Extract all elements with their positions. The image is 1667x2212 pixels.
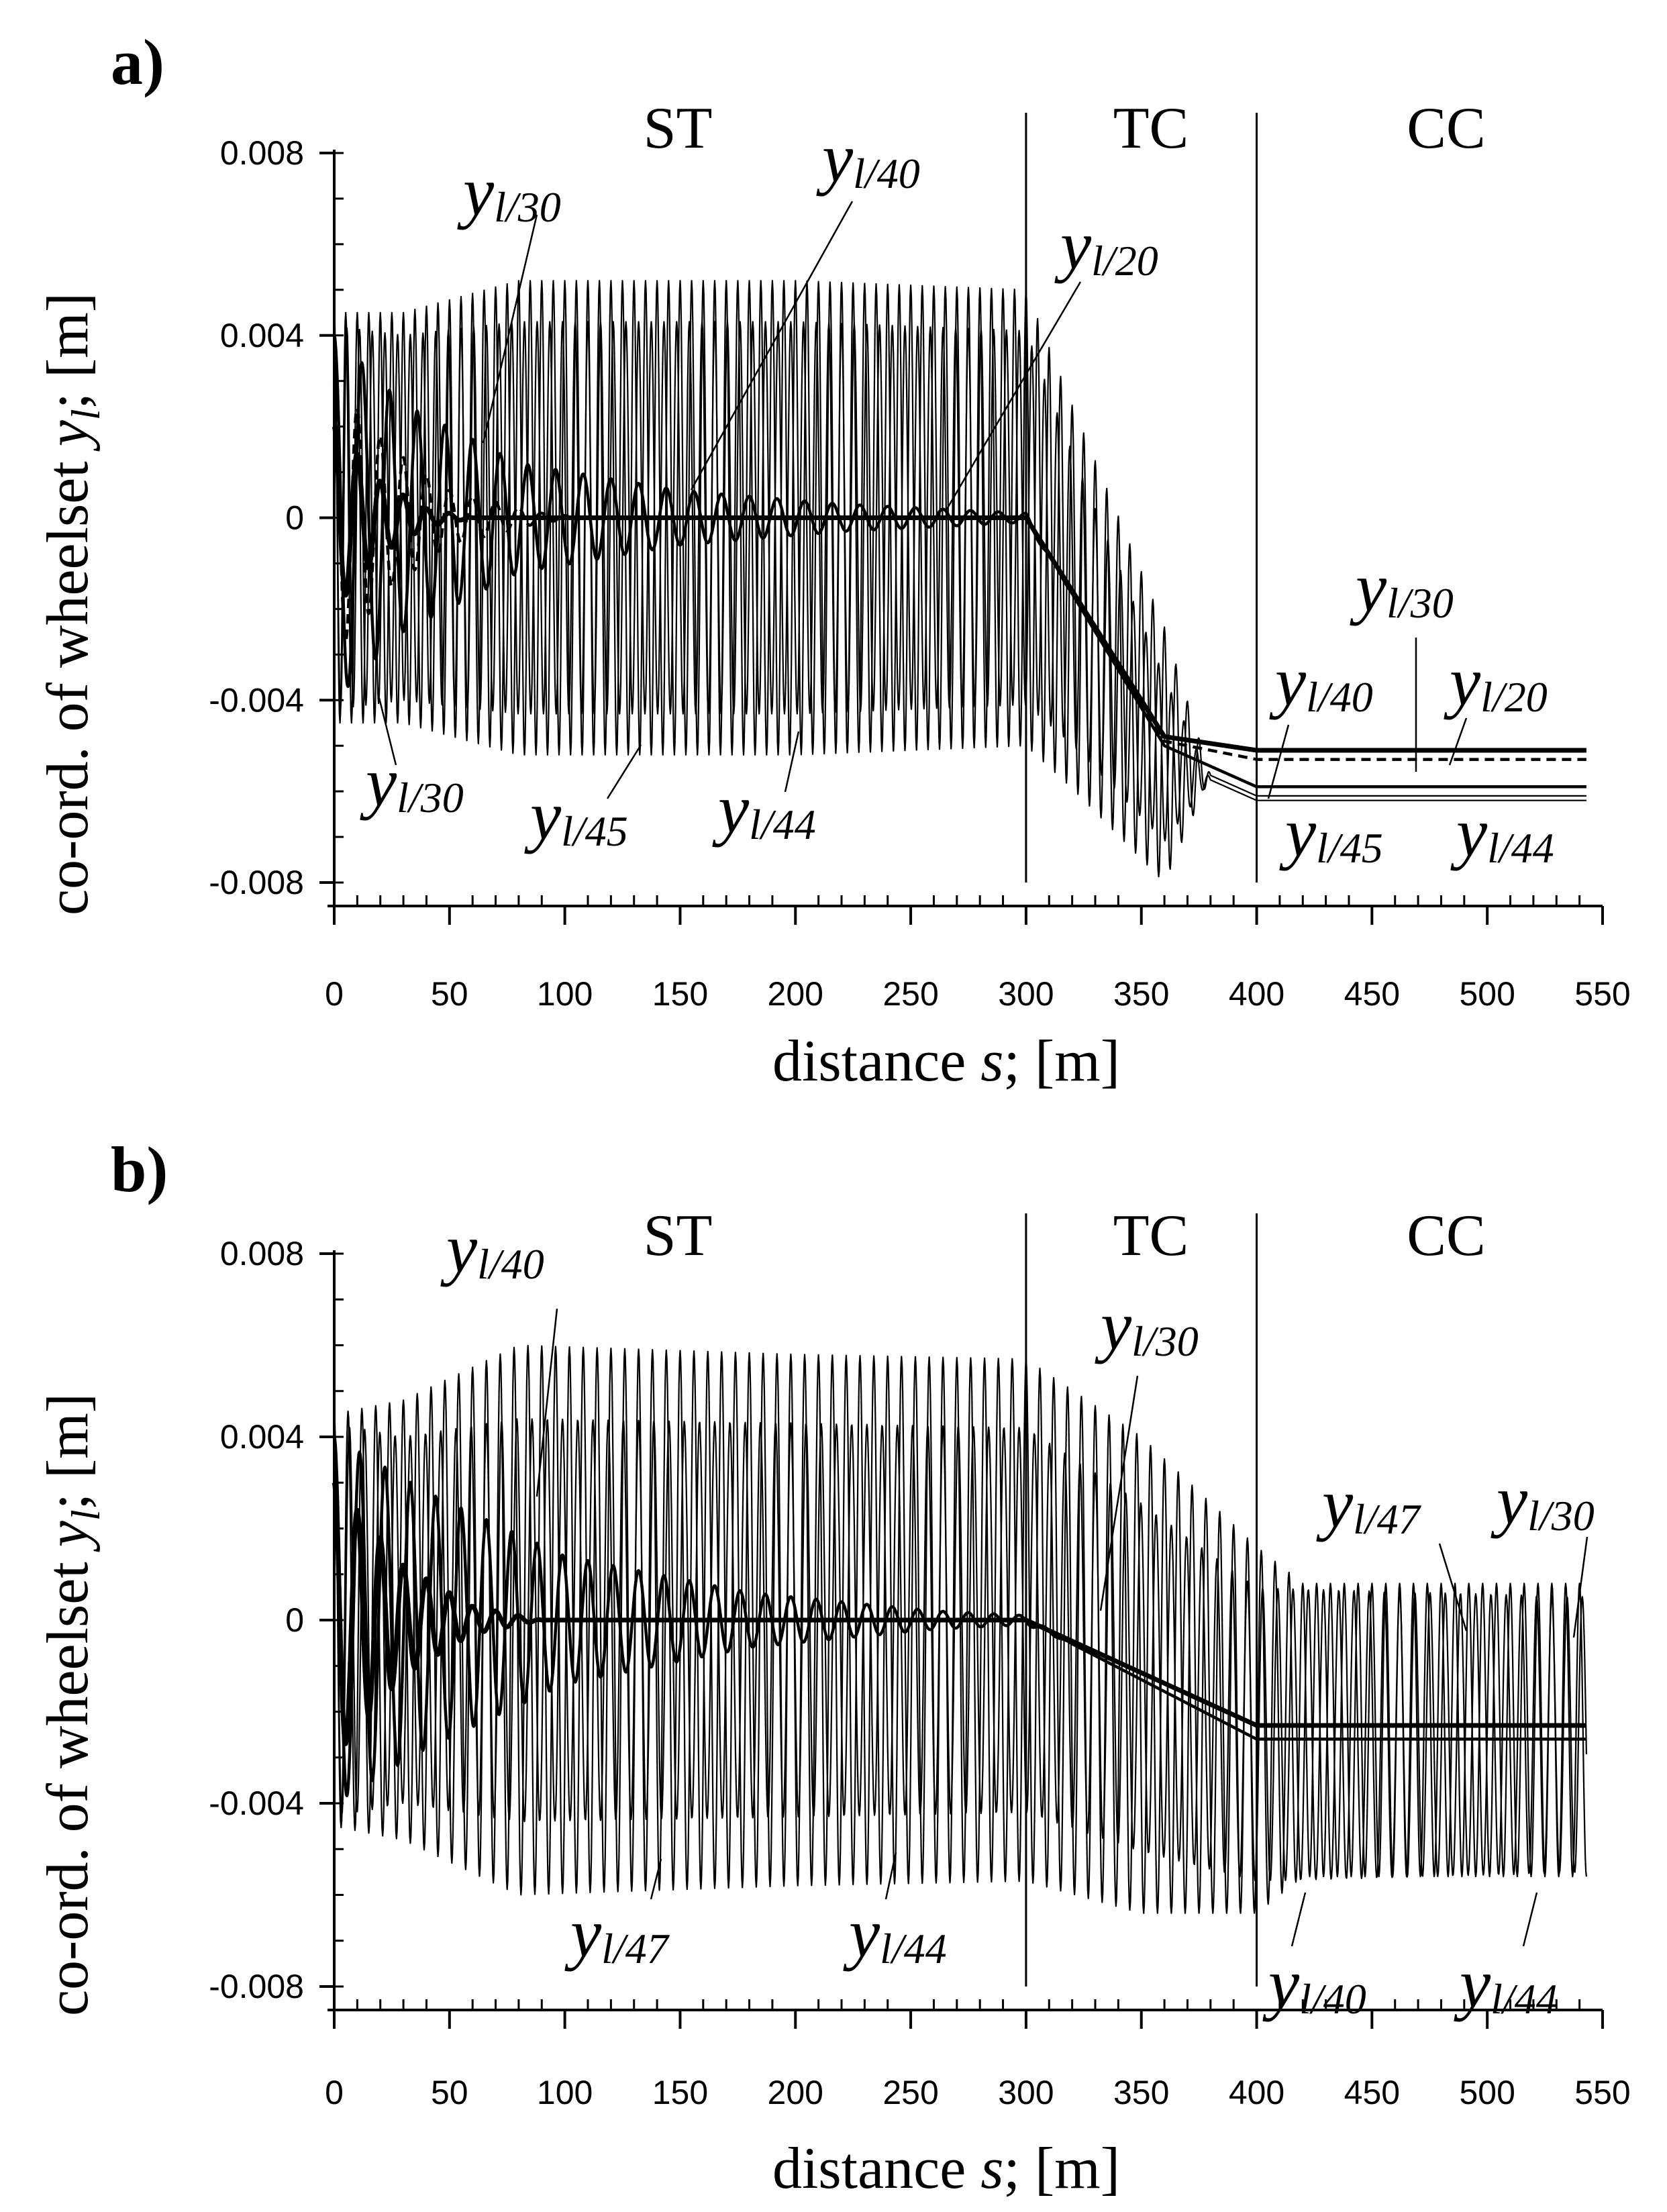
series-line-y-l-44 bbox=[333, 321, 1587, 842]
x-tick-label: 150 bbox=[652, 975, 708, 1013]
y-tick-label: -0.008 bbox=[209, 1968, 304, 2005]
y-tick-label: 0.004 bbox=[220, 1418, 304, 1456]
annotation-label: yl/30 bbox=[457, 153, 561, 231]
x-tick-label: 100 bbox=[537, 2074, 593, 2111]
x-tick-label: 350 bbox=[1113, 2074, 1169, 2111]
y-tick-label: 0.004 bbox=[220, 317, 304, 354]
series-line-y-l-47 bbox=[333, 1344, 1587, 1914]
panel-label: a) bbox=[111, 26, 164, 98]
chart-panel-a: a) ST TC CC 0.008 0.004 0 -0.004 -0.008 0 50 10… bbox=[36, 26, 1631, 1094]
x-tick-label: 50 bbox=[431, 2074, 468, 2111]
region-label-tc: TC bbox=[1113, 96, 1189, 161]
annotation-label: yl/30 bbox=[360, 744, 464, 821]
series-line-y-l-40 bbox=[332, 335, 1588, 789]
annotation-label: yl/40 bbox=[440, 1210, 544, 1288]
region-label-st: ST bbox=[644, 1203, 713, 1268]
annotations: yl/40 yl/30 yl/47 yl/30 yl/47 yl/44 yl/4… bbox=[440, 1210, 1595, 2023]
x-tick-label: 500 bbox=[1459, 975, 1515, 1013]
annotation-leaders bbox=[536, 1308, 1588, 1947]
annotation-label: yl/30 bbox=[1491, 1462, 1595, 1540]
y-tick-label: 0.008 bbox=[220, 134, 304, 172]
series-line-y-l-20 bbox=[332, 425, 1588, 753]
region-label-cc: CC bbox=[1407, 1203, 1485, 1268]
annotation-label: yl/30 bbox=[1350, 549, 1454, 627]
x-tick-label: 450 bbox=[1344, 975, 1400, 1013]
x-tick-label: 500 bbox=[1459, 2074, 1515, 2111]
y-axis-title: co-ord. of wheelset yl; [m] bbox=[36, 293, 108, 915]
annotation-label: yl/45 bbox=[524, 777, 628, 855]
x-tick-label: 350 bbox=[1113, 975, 1169, 1013]
region-label-st: ST bbox=[644, 96, 713, 161]
x-tick-label: 450 bbox=[1344, 2074, 1400, 2111]
x-tick-label: 50 bbox=[431, 975, 468, 1013]
annotation-label: yl/20 bbox=[1444, 643, 1548, 721]
x-tick-label: 0 bbox=[325, 975, 344, 1013]
y-tick-label: 0.008 bbox=[220, 1235, 304, 1272]
x-tick-label: 200 bbox=[768, 2074, 823, 2111]
y-axis-title: co-ord. of wheelset yl; [m] bbox=[36, 1393, 108, 2016]
x-tick-label: 150 bbox=[652, 2074, 708, 2111]
annotation-label: yl/20 bbox=[1054, 207, 1158, 285]
x-tick-label: 300 bbox=[998, 2074, 1054, 2111]
series-line-y-l-44 bbox=[333, 1418, 1587, 1882]
x-tick-label: 100 bbox=[537, 975, 593, 1013]
annotation-label: yl/44 bbox=[1450, 794, 1554, 872]
annotation-label: yl/40 bbox=[1269, 643, 1373, 721]
annotation-label: yl/44 bbox=[1454, 1945, 1558, 2023]
x-axis-title: distance s; [m] bbox=[772, 2136, 1120, 2201]
x-tick-label: 300 bbox=[998, 975, 1054, 1013]
chart-panel-b: b) ST TC CC 0.008 0.004 0 -0.004 -0.008 0 50 10… bbox=[36, 1134, 1631, 2201]
series-line-y-l-30 bbox=[332, 1482, 1588, 1746]
x-tick-label: 400 bbox=[1229, 2074, 1284, 2111]
annotation-label: yl/40 bbox=[1262, 1945, 1366, 2023]
y-tick-label: -0.008 bbox=[209, 864, 304, 901]
x-tick-label: 550 bbox=[1574, 2074, 1630, 2111]
y-tick-label: -0.004 bbox=[209, 1784, 304, 1822]
x-tick-label: 550 bbox=[1574, 975, 1630, 1013]
annotation-label: yl/45 bbox=[1279, 794, 1383, 872]
x-tick-label: 400 bbox=[1229, 975, 1284, 1013]
annotation-label: yl/44 bbox=[843, 1895, 947, 1972]
x-tick-label: 250 bbox=[882, 2074, 938, 2111]
annotation-label: yl/47 bbox=[564, 1895, 670, 1972]
x-axis-title: distance s; [m] bbox=[772, 1029, 1120, 1094]
region-label-cc: CC bbox=[1407, 96, 1485, 161]
panel-label: b) bbox=[111, 1134, 168, 1205]
annotation-label: yl/30 bbox=[1095, 1287, 1199, 1365]
series-line-y-l-40 bbox=[332, 1436, 1588, 1797]
y-tick-label: -0.004 bbox=[209, 681, 304, 719]
series-line-y-l-30 bbox=[332, 381, 1588, 761]
x-tick-label: 250 bbox=[882, 975, 938, 1013]
y-tick-label: 0 bbox=[285, 1601, 304, 1639]
y-tick-label: 0 bbox=[285, 499, 304, 537]
annotation-label: yl/47 bbox=[1316, 1465, 1422, 1543]
region-label-tc: TC bbox=[1113, 1203, 1189, 1268]
annotation-label: yl/40 bbox=[816, 119, 920, 197]
annotations: yl/30 yl/40 yl/20 yl/30 yl/40 yl/20 yl/3… bbox=[360, 119, 1554, 872]
x-tick-label: 200 bbox=[768, 975, 823, 1013]
x-tick-label: 0 bbox=[325, 2074, 344, 2111]
annotation-leaders bbox=[378, 201, 1468, 799]
annotation-label: yl/44 bbox=[712, 770, 816, 848]
